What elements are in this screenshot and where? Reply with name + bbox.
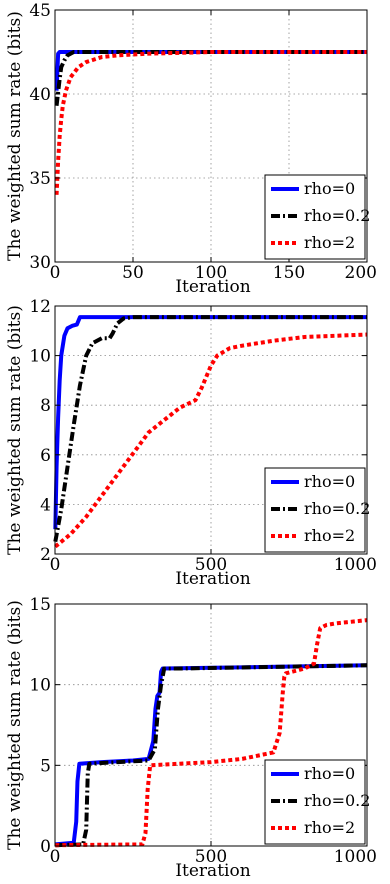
y-tick-label: 10 — [29, 347, 51, 367]
y-tick-label: 2 — [40, 545, 51, 565]
y-tick-label: 45 — [29, 1, 51, 21]
series-line-rho=0 — [54, 50, 367, 91]
legend-label-rho=0.2: rho=0.2 — [304, 206, 370, 225]
y-tick-label: 5 — [40, 756, 51, 776]
legend: rho=0 rho=0.2 rho=2 — [264, 174, 370, 260]
y-tick-label: 30 — [29, 253, 51, 273]
y-tick-label: 40 — [29, 85, 51, 105]
y-tick-label: 0 — [40, 837, 51, 857]
legend-label-rho=2: rho=2 — [304, 233, 355, 252]
series-line-rho=0 — [53, 315, 367, 530]
x-tick-label: 0 — [50, 263, 61, 283]
y-tick-label: 4 — [40, 495, 51, 515]
x-tick-label: 0 — [50, 847, 61, 867]
chart-2: 0 500 1000 2 4 6 8 10 12 Iteration The weighted su… — [5, 297, 377, 589]
series-line-rho=0.2 — [53, 315, 367, 542]
x-tick-label: 50 — [122, 263, 144, 283]
legend: rho=0 rho=0.2 rho=2 — [264, 467, 370, 553]
series-line-rho=2 — [54, 50, 367, 195]
series-line-rho=0.2 — [54, 50, 367, 106]
legend-label-rho=0.2: rho=0.2 — [304, 499, 370, 518]
x-tick-label: 0 — [50, 555, 61, 575]
y-axis-label: The weighted sum rate (bits) — [5, 11, 25, 261]
y-tick-label: 35 — [29, 169, 51, 189]
legend-label-rho=2: rho=2 — [304, 526, 355, 545]
x-tick-label: 150 — [273, 263, 305, 283]
x-tick-label: 1000 — [334, 847, 377, 867]
x-tick-label: 500 — [195, 847, 227, 867]
legend: rho=0 rho=0.2 rho=2 — [264, 759, 370, 845]
legend-label-rho=0: rho=0 — [304, 472, 355, 491]
y-axis-label: The weighted sum rate (bits) — [5, 305, 25, 555]
y-tick-label: 10 — [29, 676, 51, 696]
y-tick-label: 6 — [40, 446, 51, 466]
y-tick-label: 12 — [29, 297, 51, 317]
y-tick-label: 15 — [29, 595, 51, 615]
chart-3: 0 500 1000 0 5 10 15 Iteration The weighted sum … — [5, 595, 377, 881]
x-axis-label: Iteration — [175, 861, 250, 881]
series-line-rho=2 — [55, 618, 368, 848]
y-tick-label: 8 — [40, 396, 51, 416]
chart-1: 0 50 100 150 200 30 35 40 45 Iteration The weighte… — [5, 1, 377, 297]
series-line-rho=0.2 — [55, 663, 368, 848]
y-axis-label: The weighted sum rate (bits) — [5, 600, 25, 850]
legend-label-rho=0: rho=0 — [304, 764, 355, 783]
x-axis-label: Iteration — [175, 277, 250, 297]
series-line-rho=2 — [54, 332, 368, 549]
legend-label-rho=0: rho=0 — [304, 179, 355, 198]
x-tick-label: 500 — [195, 555, 227, 575]
x-tick-label: 1000 — [334, 555, 377, 575]
x-tick-label: 100 — [195, 263, 227, 283]
legend-label-rho=2: rho=2 — [304, 818, 355, 837]
legend-label-rho=0.2: rho=0.2 — [304, 791, 370, 810]
x-axis-label: Iteration — [175, 569, 250, 589]
x-tick-label: 200 — [345, 263, 377, 283]
